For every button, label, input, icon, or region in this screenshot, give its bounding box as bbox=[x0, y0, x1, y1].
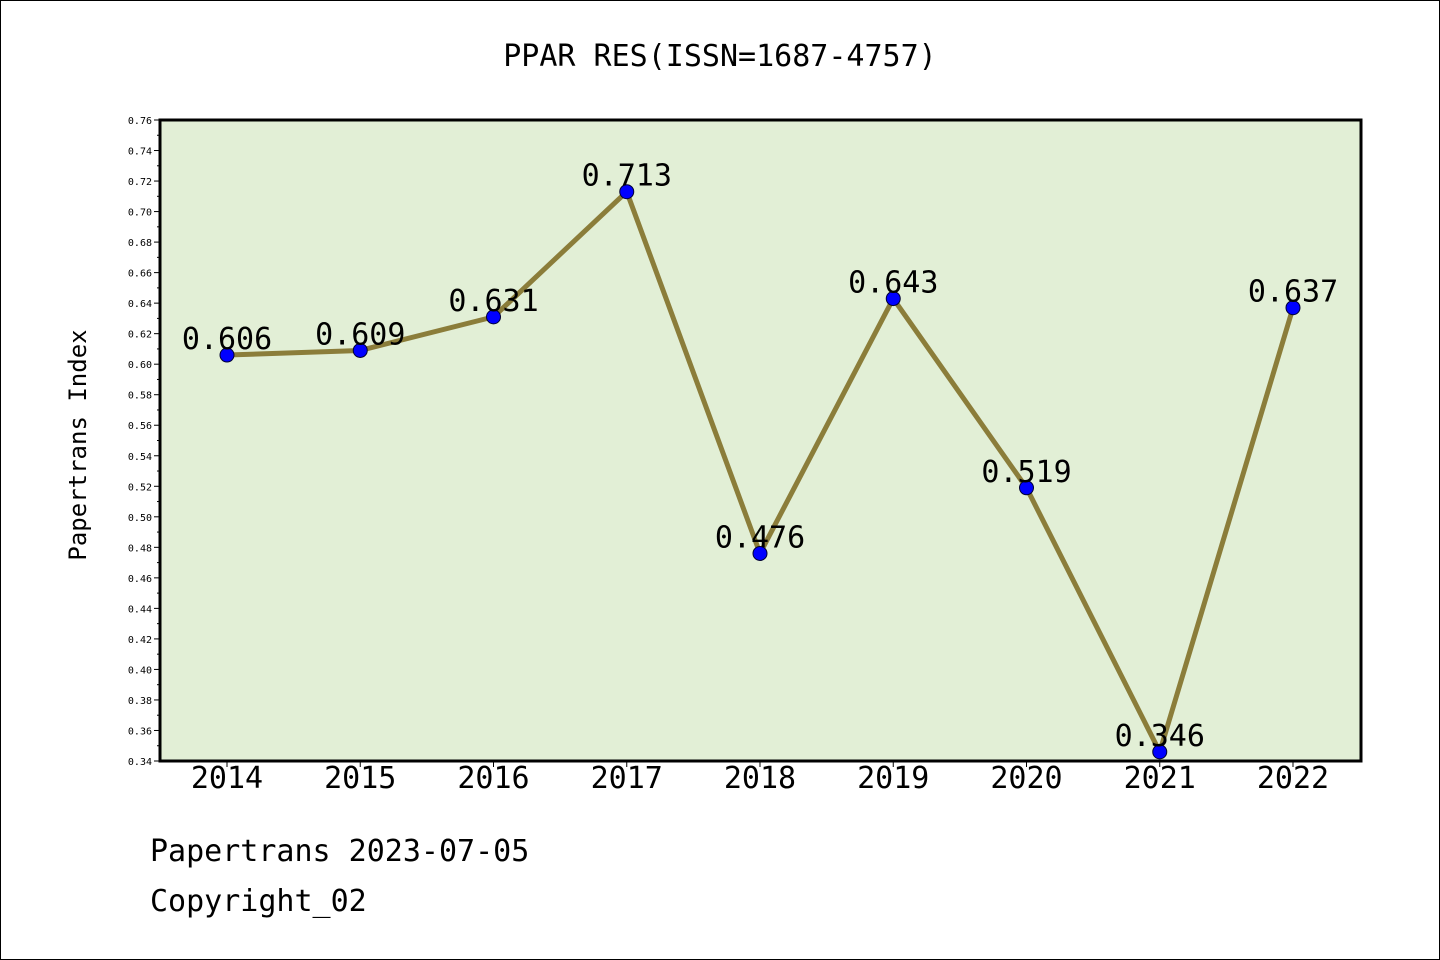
data-label: 0.637 bbox=[1248, 275, 1338, 310]
y-tick-label: 0.68 bbox=[128, 238, 152, 249]
data-label: 0.476 bbox=[715, 520, 805, 555]
y-tick-label: 0.70 bbox=[128, 208, 152, 219]
footer-date: Papertrans 2023-07-05 bbox=[150, 834, 530, 869]
data-label: 0.606 bbox=[182, 322, 272, 357]
x-tick-label: 2022 bbox=[1257, 761, 1329, 796]
y-tick-label: 0.46 bbox=[128, 574, 152, 585]
x-tick-label: 2016 bbox=[457, 761, 529, 796]
y-tick-label: 0.64 bbox=[128, 299, 152, 310]
y-tick-label: 0.74 bbox=[128, 147, 152, 158]
x-axis: 2014 2015 2016 2017 2018 2019 2020 2021 2022 bbox=[191, 761, 1329, 796]
x-tick-label: 2014 bbox=[191, 761, 263, 796]
y-axis: 0.34 0.36 0.38 0.40 0.42 0.44 0.46 0.48 0.50 0.52… bbox=[128, 116, 160, 768]
y-tick-label: 0.60 bbox=[128, 360, 152, 371]
y-tick-label: 0.42 bbox=[128, 635, 152, 646]
y-axis-label: Papertrans Index bbox=[64, 329, 92, 560]
data-point bbox=[619, 184, 635, 200]
chart-title: PPAR RES(ISSN=1687-4757) bbox=[503, 39, 936, 74]
data-point bbox=[219, 347, 235, 363]
data-label: 0.346 bbox=[1115, 719, 1205, 754]
y-tick-label: 0.76 bbox=[128, 116, 152, 127]
data-point bbox=[352, 342, 368, 358]
data-point bbox=[486, 309, 501, 325]
y-tick-label: 0.56 bbox=[128, 421, 152, 432]
x-tick-label: 2019 bbox=[857, 761, 929, 796]
data-point bbox=[752, 545, 768, 561]
y-tick-label: 0.66 bbox=[128, 269, 152, 280]
data-label: 0.519 bbox=[981, 455, 1071, 490]
y-tick-label: 0.40 bbox=[128, 665, 152, 676]
data-label: 0.643 bbox=[848, 266, 938, 301]
y-tick-label: 0.54 bbox=[128, 452, 152, 463]
series-line-group: 0.606 0.609 0.631 0.713 0.476 0.643 0.519 0.346… bbox=[182, 159, 1338, 760]
data-label: 0.713 bbox=[582, 159, 672, 194]
x-tick-label: 2018 bbox=[724, 761, 796, 796]
data-point bbox=[1152, 744, 1168, 760]
y-tick-label: 0.72 bbox=[128, 177, 152, 188]
data-point bbox=[1019, 480, 1034, 496]
y-tick-label: 0.58 bbox=[128, 391, 152, 402]
x-tick-label: 2020 bbox=[990, 761, 1062, 796]
y-tick-label: 0.52 bbox=[128, 482, 152, 493]
y-tick-label: 0.50 bbox=[128, 513, 152, 524]
x-tick-label: 2017 bbox=[591, 761, 663, 796]
x-tick-label: 2021 bbox=[1124, 761, 1196, 796]
y-tick-label: 0.48 bbox=[128, 543, 152, 554]
y-tick-label: 0.36 bbox=[128, 726, 152, 737]
y-tick-label: 0.62 bbox=[128, 330, 152, 341]
y-tick-label: 0.34 bbox=[128, 757, 152, 768]
y-tick-label: 0.44 bbox=[128, 604, 152, 615]
plot-area bbox=[158, 118, 1363, 763]
data-point bbox=[1285, 300, 1301, 316]
footer-copyright: Copyright_02 bbox=[150, 884, 367, 919]
data-label: 0.609 bbox=[315, 317, 405, 352]
x-tick-label: 2015 bbox=[324, 761, 396, 796]
data-label: 0.631 bbox=[448, 284, 538, 319]
data-point bbox=[885, 291, 901, 307]
y-tick-label: 0.38 bbox=[128, 696, 152, 707]
